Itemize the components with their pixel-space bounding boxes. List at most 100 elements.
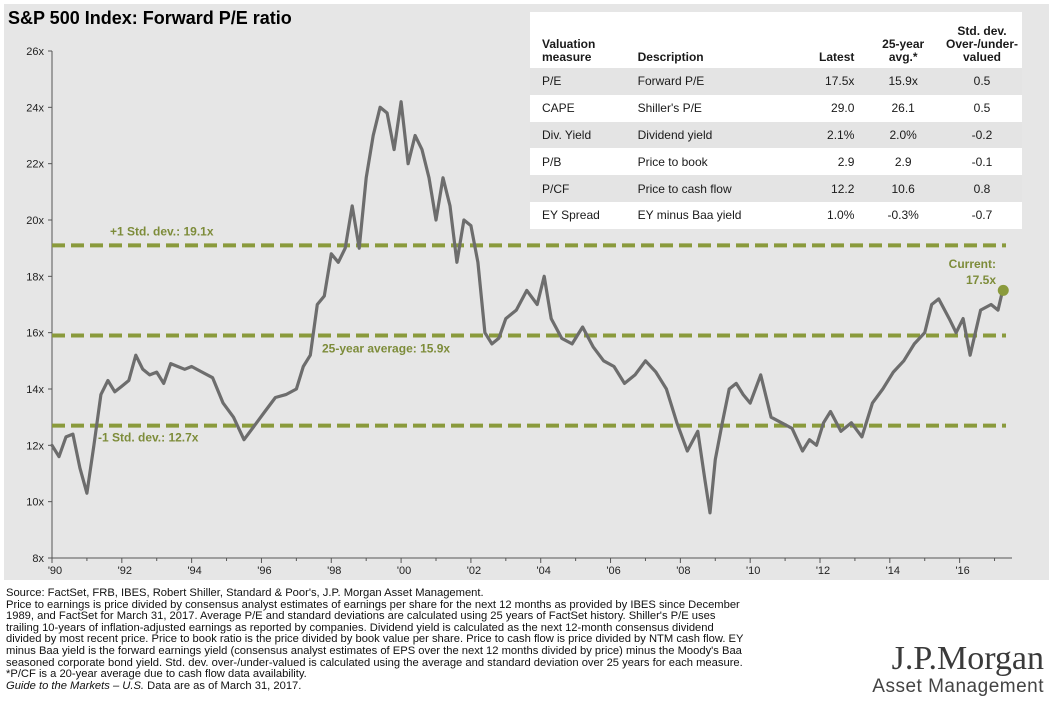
table-row: P/E Forward P/E 17.5x 15.9x 0.5 bbox=[530, 68, 1022, 95]
y-tick-label: 16x bbox=[26, 328, 44, 340]
table-cell: 2.0% bbox=[864, 121, 942, 149]
footnote-line: *P/CF is a 20-year average due to cash f… bbox=[6, 668, 307, 681]
table-cell: 0.5 bbox=[941, 68, 1022, 95]
table-cell: 1.0% bbox=[827, 208, 855, 223]
current-label: Current: bbox=[949, 257, 996, 271]
table-cell: Div. Yield bbox=[530, 121, 634, 149]
footnote-line: Source: FactSet, FRB, IBES, Robert Shill… bbox=[6, 587, 484, 599]
table-row: Div. Yield Dividend yield 2.1% 2.0% -0.2 bbox=[530, 121, 1022, 149]
logo-subtitle: Asset Management bbox=[872, 676, 1044, 697]
reference-label: +1 Std. dev.: 19.1x bbox=[110, 224, 214, 238]
table-cell: Price to book bbox=[637, 154, 708, 169]
y-tick-label: 18x bbox=[26, 271, 44, 283]
annotations: +1 Std. dev.: 19.1x 25-year average: 15.9… bbox=[98, 224, 1009, 445]
table-header-text: Latest bbox=[819, 50, 855, 64]
y-tick-label: 24x bbox=[26, 102, 44, 114]
table-header-text: Std. dev. bbox=[957, 24, 1007, 38]
jpmorgan-logo: J.P.Morgan Asset Management bbox=[872, 642, 1044, 698]
footnote-line: 1989, and FactSet for March 31, 2017. Av… bbox=[6, 610, 716, 623]
table-row: CAPE Shiller's P/E 29.0 26.1 0.5 bbox=[530, 95, 1022, 122]
x-tick-label: '04 bbox=[537, 565, 551, 577]
reference-label: 25-year average: 15.9x bbox=[322, 341, 450, 355]
table-cell: Dividend yield bbox=[633, 121, 781, 149]
table-cell: P/E bbox=[530, 68, 634, 95]
table-header-text: Valuation bbox=[542, 37, 596, 51]
table-cell: Price to cash flow bbox=[633, 175, 781, 202]
series-layer bbox=[50, 100, 1005, 515]
y-tick-label: 22x bbox=[26, 159, 44, 171]
table-cell: 0.5 bbox=[973, 101, 991, 116]
y-tick-label: 8x bbox=[32, 553, 44, 565]
table-cell: 2.9 bbox=[837, 154, 855, 169]
x-tick-label: '10 bbox=[746, 565, 760, 577]
table-cell: -0.2 bbox=[941, 121, 1022, 149]
x-tick-label: '90 bbox=[48, 565, 62, 577]
logo-name: J.P.Morgan bbox=[891, 640, 1044, 677]
footnotes: Source: FactSet, FRB, IBES, Robert Shill… bbox=[6, 587, 866, 693]
table-cell: -0.3% bbox=[887, 208, 919, 223]
y-tick-label: 12x bbox=[26, 440, 44, 452]
table-header-text: 25-year bbox=[882, 37, 925, 51]
table-header-text: avg.* bbox=[888, 50, 918, 64]
table-header: Valuation measure bbox=[530, 12, 634, 68]
table-cell: EY Spread bbox=[542, 208, 600, 223]
footnote-line: divided by most recent price. Price to b… bbox=[6, 633, 744, 646]
table-cell: -0.1 bbox=[971, 154, 993, 169]
y-tick-label: 26x bbox=[26, 46, 44, 58]
axes: 8x 10x 12x 14x 16x 18x 20x 22x 24x 26x '90 '92 '94 '9… bbox=[26, 46, 1012, 577]
x-tick-label: '00 bbox=[397, 565, 411, 577]
x-tick-label: '98 bbox=[327, 565, 341, 577]
table-cell: 2.1% bbox=[780, 121, 865, 149]
guide-line: Guide to the Markets – U.S. Data are as … bbox=[6, 679, 866, 693]
valuation-table: Valuation measure Description Latest 25-year… bbox=[530, 12, 1022, 229]
x-tick-label: '02 bbox=[467, 565, 481, 577]
chart: 8x 10x 12x 14x 16x 18x 20x 22x 24x 26x '90 '92 '94 '9… bbox=[26, 46, 1012, 577]
footnote-line: Price to earnings is price divided by co… bbox=[6, 598, 740, 611]
x-tick-label: '16 bbox=[955, 565, 969, 577]
table-header-text: valued bbox=[962, 50, 1001, 64]
table-cell: 12.2 bbox=[780, 175, 865, 202]
table-header-text: Over-/under- bbox=[945, 37, 1018, 51]
table-cell: P/CF bbox=[530, 175, 634, 202]
y-tick-label: 10x bbox=[26, 497, 44, 509]
table-header: Description bbox=[634, 12, 781, 68]
table-cell: EY minus Baa yield bbox=[637, 208, 742, 223]
table-header: 25-year avg.* bbox=[864, 12, 942, 68]
table-cell: Shiller's P/E bbox=[637, 101, 702, 116]
current-point bbox=[997, 284, 1009, 296]
table-row: P/B Price to book 2.9 2.9 -0.1 bbox=[530, 148, 1022, 175]
table-cell: 26.1 bbox=[891, 101, 915, 116]
x-tick-label: '06 bbox=[606, 565, 620, 577]
footnote-line: seasoned corporate bond yield. Std. dev.… bbox=[6, 656, 743, 669]
table-cell: -0.7 bbox=[971, 208, 993, 223]
y-tick-label: 20x bbox=[26, 215, 44, 227]
chart-title: S&P 500 Index: Forward P/E ratio bbox=[8, 8, 292, 28]
x-tick-label: '14 bbox=[886, 565, 900, 577]
table-cell: 29.0 bbox=[831, 101, 855, 116]
guide-date: Data are as of March 31, 2017. bbox=[144, 679, 302, 692]
footnote-line: trailing 10-years of inflation-adjusted … bbox=[6, 621, 714, 634]
reference-lines bbox=[52, 243, 1006, 428]
table-cell: 0.8 bbox=[941, 175, 1022, 202]
table-header-text: measure bbox=[542, 50, 592, 64]
y-tick-label: 14x bbox=[26, 384, 44, 396]
guide-title: Guide to the Markets – U.S. bbox=[6, 679, 145, 692]
table-cell: Forward P/E bbox=[633, 68, 781, 95]
table-header-text: Description bbox=[637, 50, 704, 64]
table-cell: 2.9 bbox=[894, 154, 912, 169]
table-header: Std. dev. Over-/under-valued bbox=[942, 12, 1022, 68]
reference-label: -1 Std. dev.: 12.7x bbox=[98, 431, 199, 445]
x-tick-label: '96 bbox=[257, 565, 271, 577]
x-tick-label: '94 bbox=[187, 565, 201, 577]
table-cell: CAPE bbox=[542, 101, 575, 116]
table-row: EY Spread EY minus Baa yield 1.0% -0.3% -0.7 bbox=[530, 202, 1022, 229]
x-tick-label: '12 bbox=[816, 565, 830, 577]
table-row: P/CF Price to cash flow 12.2 10.6 0.8 bbox=[530, 175, 1022, 202]
footnote-line: minus Baa yield is the forward earnings … bbox=[6, 644, 742, 657]
x-tick-label: '92 bbox=[118, 565, 132, 577]
table-cell: P/B bbox=[542, 154, 562, 169]
table-cell: 15.9x bbox=[864, 68, 942, 95]
current-value: 17.5x bbox=[966, 273, 996, 287]
table-header: Latest bbox=[781, 12, 865, 68]
pe-series-line bbox=[50, 100, 1005, 515]
